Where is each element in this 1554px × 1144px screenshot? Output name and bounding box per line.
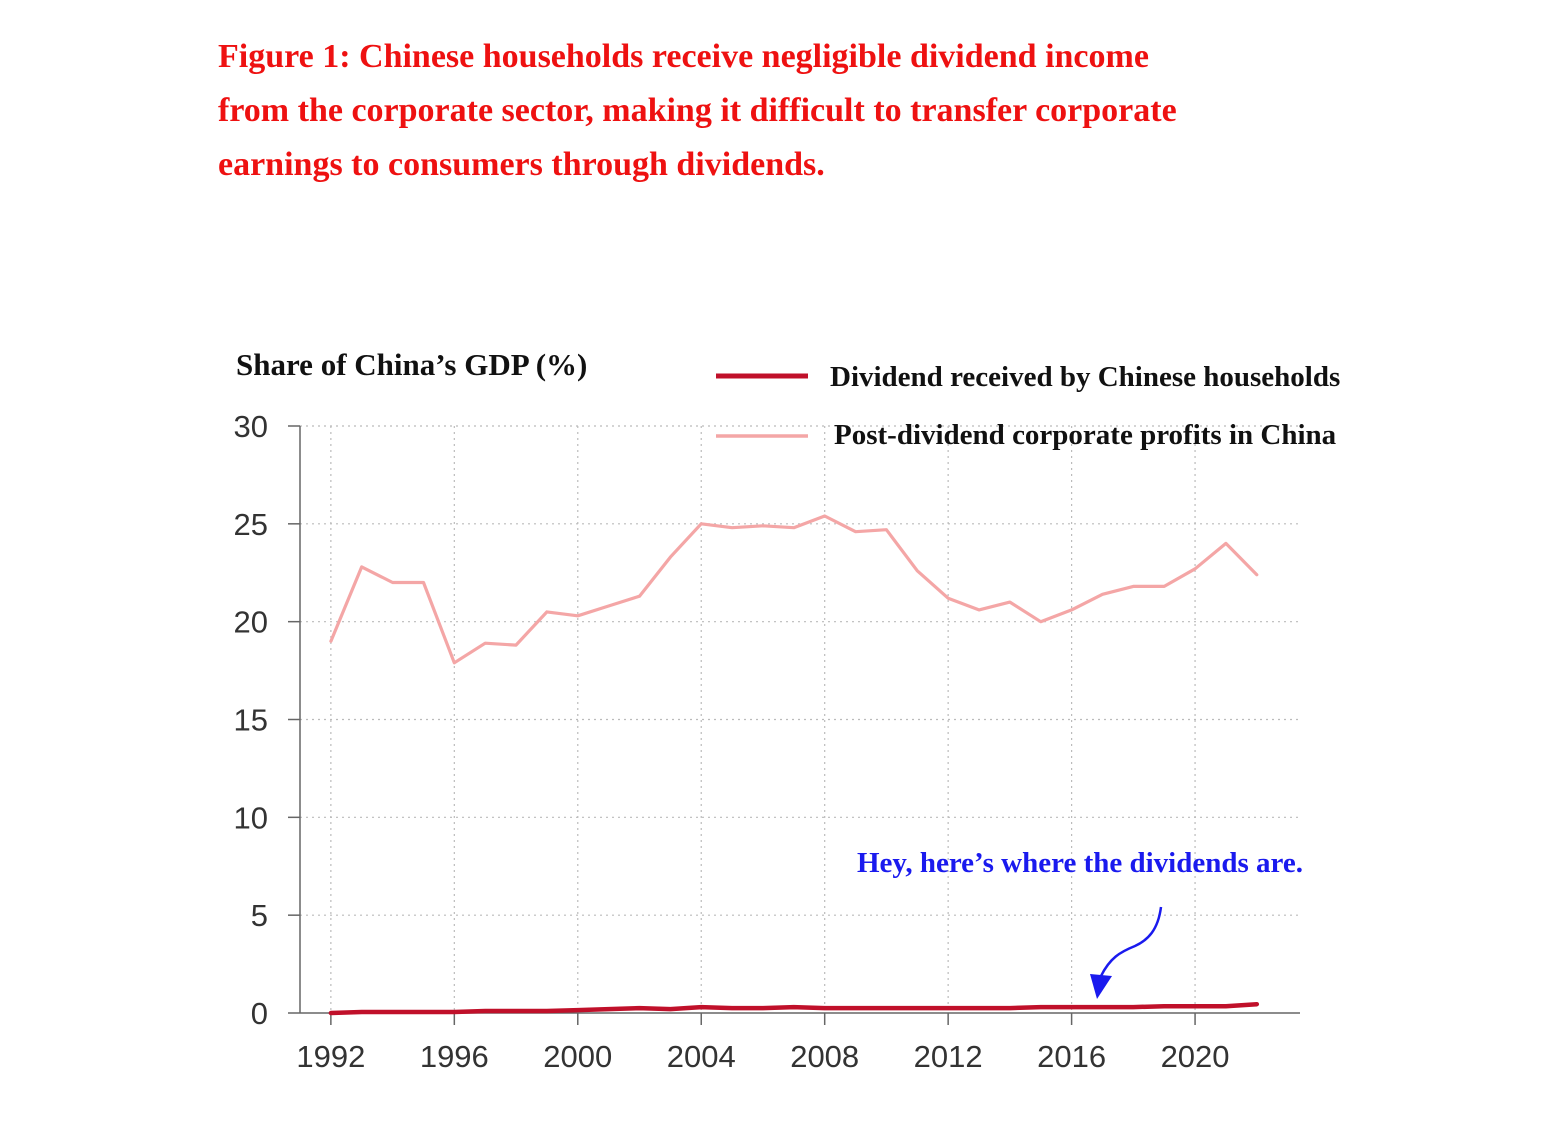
x-tick-label: 1996 [420,1039,489,1074]
y-tick-label: 5 [251,898,268,933]
legend-label-dividends: Dividend received by Chinese households [830,361,1340,393]
y-tick-label: 15 [234,703,268,738]
legend: Dividend received by Chinese households … [716,361,1340,451]
chart-grid [300,425,1300,1013]
series-lines [328,514,1260,1016]
y-tick-label: 20 [234,605,268,640]
annotation: Hey, here’s where the dividends are. [857,847,1303,999]
y-axis-title: Share of China’s GDP (%) [236,347,587,382]
annotation-arrow [1099,906,1163,977]
x-tick-label: 2020 [1161,1039,1230,1074]
x-tick-label: 2008 [790,1039,859,1074]
figure-title-line-3: earnings to consumers through dividends. [218,146,825,183]
figure-title: Figure 1: Chinese households receive neg… [218,30,1338,192]
annotation-text: Hey, here’s where the dividends are. [857,847,1303,879]
figure-title-line-1: Figure 1: Chinese households receive neg… [218,38,1149,75]
y-tick-label: 30 [234,409,268,444]
y-tick-label: 25 [234,507,268,542]
figure-title-line-2: from the corporate sector, making it dif… [218,92,1177,129]
x-tick-label: 2000 [543,1039,612,1074]
y-tick-label: 0 [251,996,268,1031]
x-axis-ticks: 1992 1996 2000 2004 2008 2012 2016 2020 [296,1013,1230,1074]
x-tick-label: 2004 [667,1039,736,1074]
x-tick-label: 2016 [1037,1039,1106,1074]
annotation-arrowhead [1090,974,1112,999]
x-tick-label: 2012 [914,1039,983,1074]
x-tick-label: 1992 [296,1039,365,1074]
series-line-dividends [328,1001,1260,1016]
legend-label-profits: Post-dividend corporate profits in China [834,419,1337,451]
y-axis-ticks: 0 5 10 15 20 25 30 [234,409,300,1031]
y-tick-label: 10 [234,800,268,835]
series-line-profits [329,514,1259,665]
